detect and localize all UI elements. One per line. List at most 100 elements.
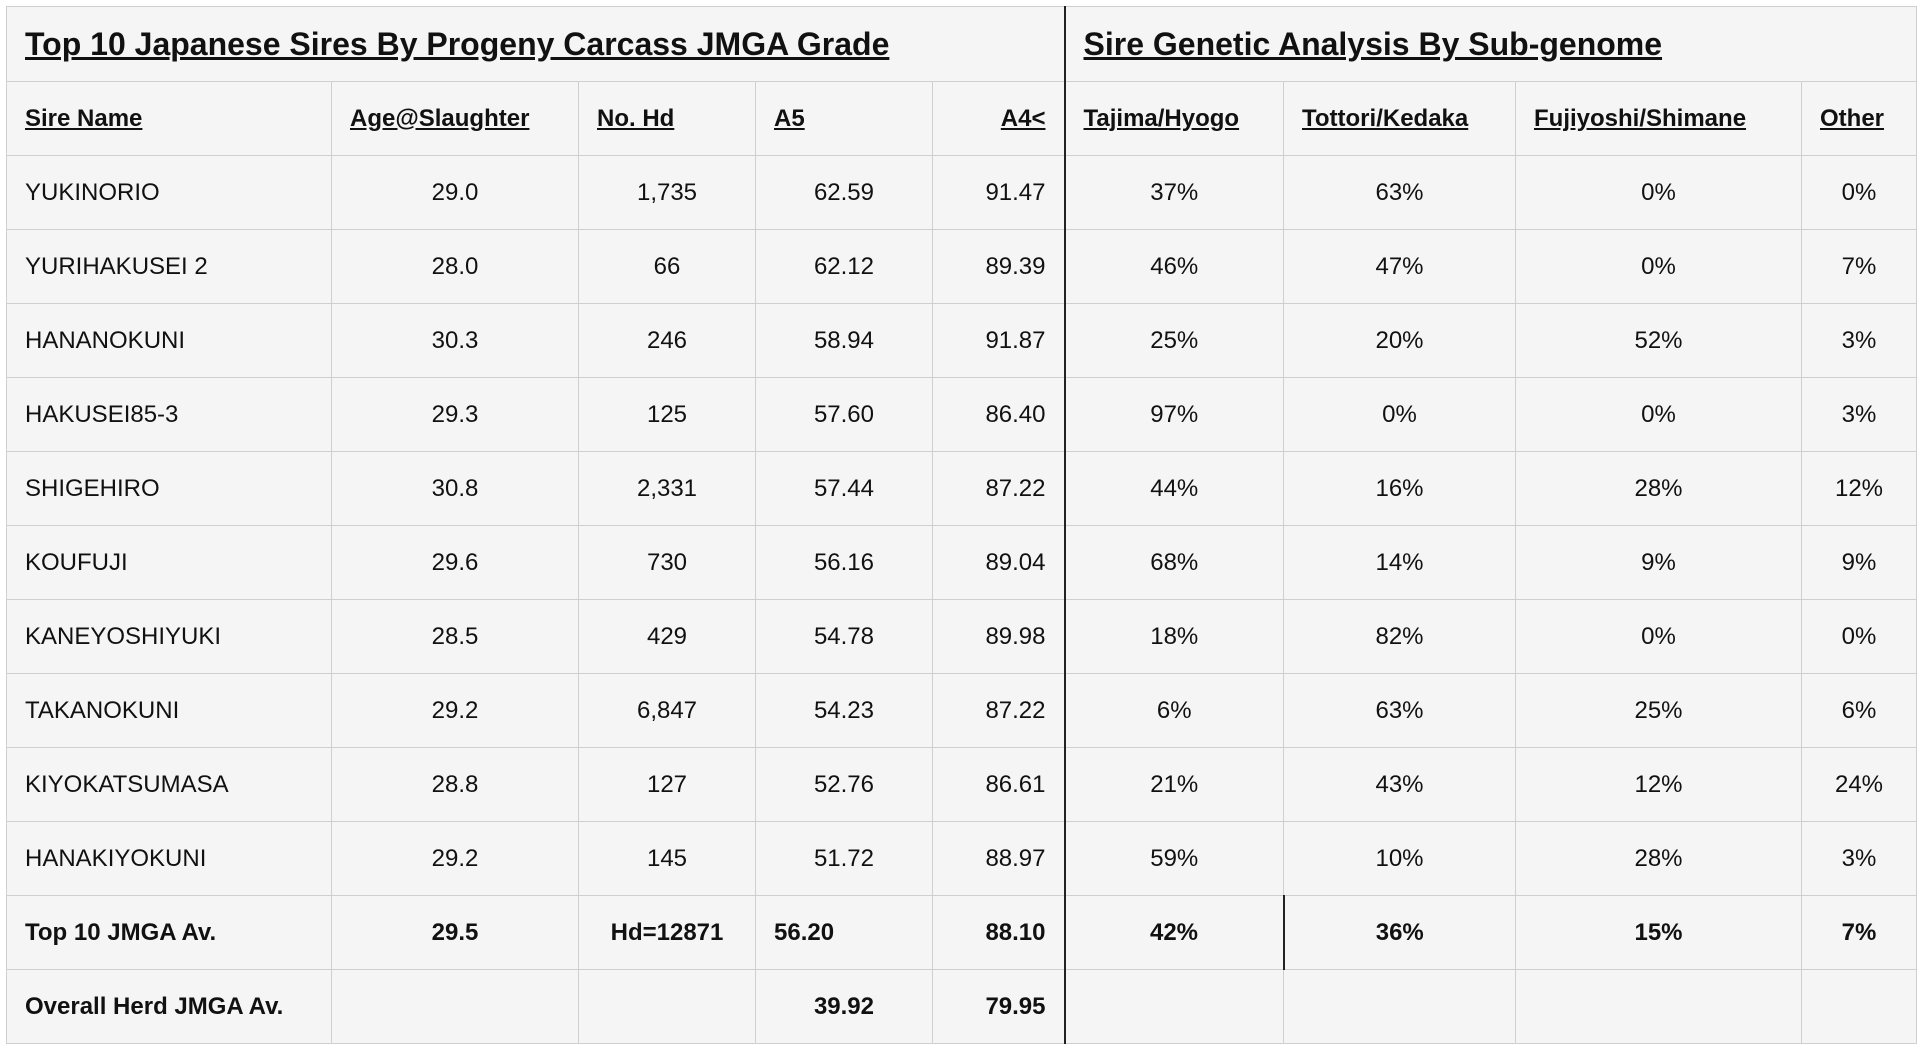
header-row: Sire Name Age@Slaughter No. Hd A5 A4< Tajima/…	[6, 81, 1917, 156]
cell-age-at-slaughter: 30.3	[331, 303, 579, 378]
cell-age-at-slaughter: 29.6	[331, 525, 579, 600]
overall-average-row: Overall Herd JMGA Av. 39.92 79.95	[6, 969, 1917, 1044]
cell-age-at-slaughter: 29.2	[331, 821, 579, 896]
cell-fujiyoshi-shimane: Fujiyoshi/Shimane	[1515, 81, 1802, 156]
cell-no-hd: 2,331	[578, 451, 756, 526]
cell-other: 9%	[1801, 525, 1917, 600]
cell-other: 7%	[1801, 229, 1917, 304]
cell-sire-name: YUKINORIO	[6, 155, 332, 230]
cell-other: Other	[1801, 81, 1917, 156]
cell-tottori-kedaka: 14%	[1283, 525, 1516, 600]
cell-sire-name: Top 10 JMGA Av.	[6, 895, 332, 970]
cell-age-at-slaughter: Age@Slaughter	[331, 81, 579, 156]
table-row: KIYOKATSUMASA 28.8 127 52.76 86.61 21% 43% 12% 2…	[6, 747, 1917, 822]
cell-no-hd: 127	[578, 747, 756, 822]
cell-a4-plus: 89.39	[932, 229, 1065, 304]
table-row: YUKINORIO 29.0 1,735 62.59 91.47 37% 63% 0% 0%	[6, 155, 1917, 230]
table-row: KOUFUJI 29.6 730 56.16 89.04 68% 14% 9% 9%	[6, 525, 1917, 600]
cell-a5: 62.12	[755, 229, 933, 304]
cell-a5: 57.44	[755, 451, 933, 526]
cell-age-at-slaughter: 30.8	[331, 451, 579, 526]
cell-other: 3%	[1801, 377, 1917, 452]
cell-fujiyoshi-shimane: 15%	[1515, 895, 1802, 970]
cell-a5: 51.72	[755, 821, 933, 896]
cell-a4-plus: 86.40	[932, 377, 1065, 452]
cell-a5: A5	[755, 81, 933, 156]
table-row: KANEYOSHIYUKI 28.5 429 54.78 89.98 18% 82% 0% 0%	[6, 599, 1917, 674]
cell-no-hd: Hd=12871	[578, 895, 756, 970]
cell-sire-name: HAKUSEI85-3	[6, 377, 332, 452]
cell-tajima-hyogo: 97%	[1063, 377, 1284, 452]
cell-tajima-hyogo: 25%	[1063, 303, 1284, 378]
cell-a5: 58.94	[755, 303, 933, 378]
cell-other: 12%	[1801, 451, 1917, 526]
cell-fujiyoshi-shimane: 0%	[1515, 229, 1802, 304]
table-row: SHIGEHIRO 30.8 2,331 57.44 87.22 44% 16% 28% 12%	[6, 451, 1917, 526]
cell-age-at-slaughter	[331, 969, 579, 1044]
cell-tottori-kedaka: 47%	[1283, 229, 1516, 304]
cell-a4-plus: 88.97	[932, 821, 1065, 896]
cell-no-hd	[578, 969, 756, 1044]
cell-sire-name: SHIGEHIRO	[6, 451, 332, 526]
cell-age-at-slaughter: 29.3	[331, 377, 579, 452]
top10-average-row: Top 10 JMGA Av. 29.5 Hd=12871 56.20 88.10 42%…	[6, 895, 1917, 970]
cell-no-hd: 145	[578, 821, 756, 896]
table-row: HANANOKUNI 30.3 246 58.94 91.87 25% 20% 52% 3%	[6, 303, 1917, 378]
cell-other: 7%	[1801, 895, 1917, 970]
cell-other: 24%	[1801, 747, 1917, 822]
cell-tottori-kedaka: 0%	[1283, 377, 1516, 452]
cell-tajima-hyogo: 18%	[1063, 599, 1284, 674]
cell-no-hd: No. Hd	[578, 81, 756, 156]
cell-tajima-hyogo: 44%	[1063, 451, 1284, 526]
cell-a4-plus: 87.22	[932, 673, 1065, 748]
cell-fujiyoshi-shimane: 28%	[1515, 451, 1802, 526]
cell-tottori-kedaka: 43%	[1283, 747, 1516, 822]
cell-tajima-hyogo: 68%	[1063, 525, 1284, 600]
cell-no-hd: 246	[578, 303, 756, 378]
cell-no-hd: 6,847	[578, 673, 756, 748]
cell-tajima-hyogo: 42%	[1063, 895, 1284, 970]
cell-a4-plus: 86.61	[932, 747, 1065, 822]
cell-age-at-slaughter: 29.2	[331, 673, 579, 748]
cell-a4-plus: A4<	[932, 81, 1065, 156]
cell-tottori-kedaka: 16%	[1283, 451, 1516, 526]
left-title: Top 10 Japanese Sires By Progeny Carcass…	[6, 6, 1065, 82]
cell-a5: 62.59	[755, 155, 933, 230]
cell-a5: 56.16	[755, 525, 933, 600]
table-row: HAKUSEI85-3 29.3 125 57.60 86.40 97% 0% 0% 3%	[6, 377, 1917, 452]
cell-sire-name: YURIHAKUSEI 2	[6, 229, 332, 304]
cell-sire-name: Overall Herd JMGA Av.	[6, 969, 332, 1044]
table-row: TAKANOKUNI 29.2 6,847 54.23 87.22 6% 63% 25% 6%	[6, 673, 1917, 748]
cell-sire-name: KANEYOSHIYUKI	[6, 599, 332, 674]
cell-fujiyoshi-shimane: 52%	[1515, 303, 1802, 378]
cell-other: 6%	[1801, 673, 1917, 748]
cell-age-at-slaughter: 29.0	[331, 155, 579, 230]
cell-a4-plus: 88.10	[932, 895, 1065, 970]
cell-a4-plus: 91.47	[932, 155, 1065, 230]
cell-tajima-hyogo: 37%	[1063, 155, 1284, 230]
cell-fujiyoshi-shimane	[1515, 969, 1802, 1044]
cell-tottori-kedaka: 36%	[1282, 895, 1516, 970]
cell-fujiyoshi-shimane: 0%	[1515, 377, 1802, 452]
cell-a4-plus: 87.22	[932, 451, 1065, 526]
cell-no-hd: 125	[578, 377, 756, 452]
cell-sire-name: KOUFUJI	[6, 525, 332, 600]
cell-sire-name: KIYOKATSUMASA	[6, 747, 332, 822]
cell-a5: 52.76	[755, 747, 933, 822]
right-title: Sire Genetic Analysis By Sub-genome	[1063, 6, 1917, 82]
cell-fujiyoshi-shimane: 0%	[1515, 155, 1802, 230]
cell-other: 3%	[1801, 821, 1917, 896]
cell-other: 0%	[1801, 599, 1917, 674]
cell-tajima-hyogo: 46%	[1063, 229, 1284, 304]
cell-tottori-kedaka: 82%	[1283, 599, 1516, 674]
cell-a5: 56.20	[755, 895, 933, 970]
cell-a5: 39.92	[755, 969, 933, 1044]
cell-tottori-kedaka: 63%	[1283, 155, 1516, 230]
cell-fujiyoshi-shimane: 0%	[1515, 599, 1802, 674]
cell-a4-plus: 89.04	[932, 525, 1065, 600]
sire-table: Top 10 Japanese Sires By Progeny Carcass…	[6, 6, 1917, 1044]
cell-tottori-kedaka: Tottori/Kedaka	[1283, 81, 1516, 156]
cell-no-hd: 429	[578, 599, 756, 674]
cell-tottori-kedaka: 20%	[1283, 303, 1516, 378]
cell-age-at-slaughter: 28.8	[331, 747, 579, 822]
